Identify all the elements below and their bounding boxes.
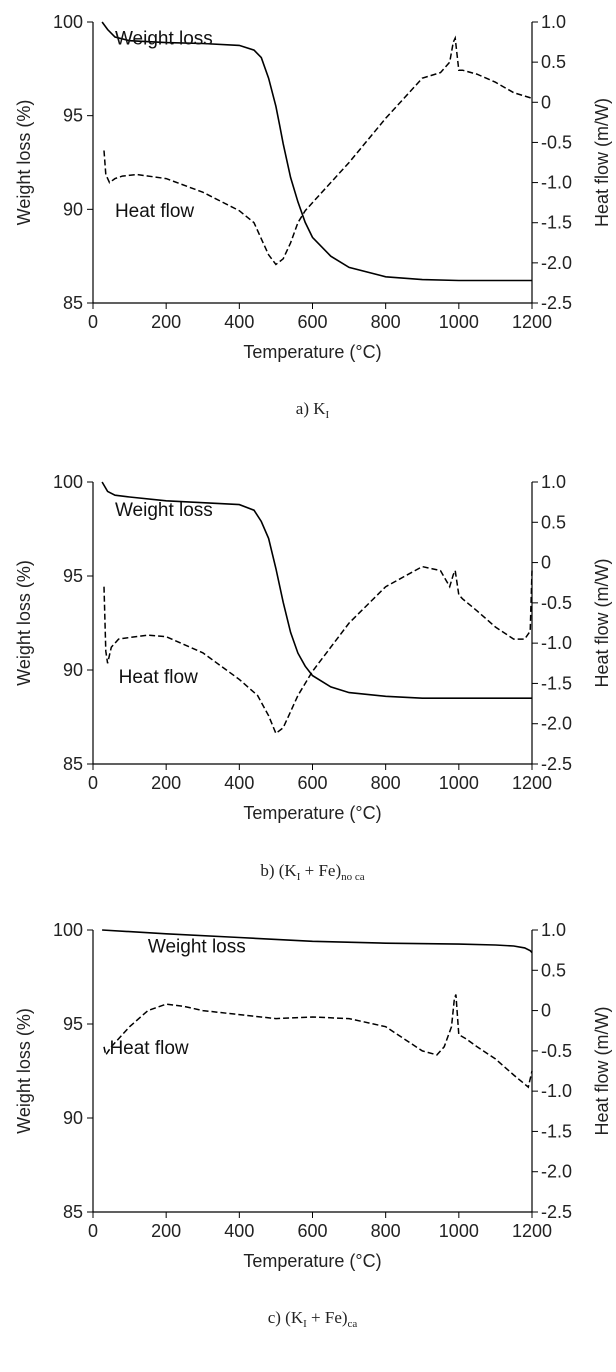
y2-tick-label: 0.5 — [541, 52, 566, 72]
y-tick-label: 90 — [63, 199, 83, 219]
y2-tick-label: -1.5 — [541, 673, 572, 693]
x-tick-label: 1000 — [439, 1221, 479, 1241]
heat-flow-line — [103, 565, 533, 735]
y2-tick-label: -2.5 — [541, 754, 572, 774]
y-tick-label: 85 — [63, 1202, 83, 1222]
chart-panel-c: 0 200 400 600 800 1000 1200 85 90 95 100 -2.5 -2.0 -1… — [14, 920, 612, 1330]
y-tick-label: 90 — [63, 660, 83, 680]
x-tick-label: 1000 — [439, 773, 479, 793]
series-annotation: Weight loss — [148, 937, 246, 958]
series-annotation: Heat flow — [119, 667, 198, 688]
x-axis-label: Temperature (°C) — [243, 1251, 381, 1271]
heat-flow-line — [103, 994, 533, 1089]
chart-panel-a: 0 200 400 600 800 1000 1200 85 90 95 100 -2.5 -2.0 -1… — [14, 12, 612, 421]
y-tick-label: 95 — [63, 566, 83, 586]
series-annotation: Heat flow — [115, 201, 194, 222]
y-tick-label: 100 — [53, 920, 83, 940]
y2-axis-label: Heat flow (m/W) — [592, 98, 612, 227]
y2-tick-label: -2.0 — [541, 714, 572, 734]
y2-tick-label: -2.5 — [541, 1202, 572, 1222]
weight-loss-line — [102, 929, 533, 954]
y2-tick-label: 1.0 — [541, 12, 566, 32]
y2-tick-label: -0.5 — [541, 1041, 572, 1061]
panel-caption: b) (KI + Fe)no ca — [260, 861, 364, 883]
x-tick-label: 1200 — [512, 1221, 552, 1241]
weight-loss-line — [101, 481, 532, 700]
x-tick-label: 800 — [371, 773, 401, 793]
y-tick-label: 100 — [53, 472, 83, 492]
x-tick-label: 200 — [151, 1221, 181, 1241]
y-tick-label: 90 — [63, 1108, 83, 1128]
y-axis-label: Weight loss (%) — [14, 1008, 34, 1134]
x-axis-label: Temperature (°C) — [243, 803, 381, 823]
y2-axis-label: Heat flow (m/W) — [592, 1006, 612, 1135]
y-tick-label: 85 — [63, 293, 83, 313]
y2-axis-label: Heat flow (m/W) — [592, 558, 612, 687]
y-axis-label: Weight loss (%) — [14, 560, 34, 686]
weight-loss-line — [101, 21, 532, 282]
x-tick-label: 600 — [297, 1221, 327, 1241]
x-tick-label: 200 — [151, 773, 181, 793]
series-annotation: Weight loss — [115, 500, 213, 521]
series-annotation: Weight loss — [115, 28, 213, 49]
y2-tick-label: 1.0 — [541, 472, 566, 492]
y-tick-label: 100 — [53, 12, 83, 32]
y2-tick-label: -1.5 — [541, 213, 572, 233]
x-axis-label: Temperature (°C) — [243, 342, 381, 362]
y-tick-label: 95 — [63, 106, 83, 126]
panel-caption: a) KI — [296, 399, 330, 421]
series-annotation: Heat flow — [109, 1038, 188, 1059]
panel-caption: c) (KI + Fe)ca — [268, 1308, 358, 1330]
x-tick-label: 1000 — [439, 312, 479, 332]
x-tick-label: 800 — [371, 312, 401, 332]
y2-tick-label: -0.5 — [541, 593, 572, 613]
x-tick-label: 1200 — [512, 312, 552, 332]
y2-tick-label: 0 — [541, 92, 551, 112]
x-tick-label: 600 — [297, 773, 327, 793]
x-tick-label: 400 — [224, 312, 254, 332]
y-tick-label: 95 — [63, 1014, 83, 1034]
x-tick-label: 400 — [224, 1221, 254, 1241]
x-tick-label: 200 — [151, 312, 181, 332]
y2-tick-label: 0 — [541, 553, 551, 573]
y-axis-label: Weight loss (%) — [14, 100, 34, 226]
y2-tick-label: -1.0 — [541, 1081, 572, 1101]
x-tick-label: 1200 — [512, 773, 552, 793]
x-tick-label: 600 — [297, 312, 327, 332]
y2-tick-label: -1.0 — [541, 173, 572, 193]
y2-tick-label: 1.0 — [541, 920, 566, 940]
y2-tick-label: -1.0 — [541, 633, 572, 653]
y2-tick-label: -2.0 — [541, 1162, 572, 1182]
chart-panel-b: 0 200 400 600 800 1000 1200 85 90 95 100 -2.5 -2.0 -1… — [14, 472, 612, 883]
y2-tick-label: -2.5 — [541, 293, 572, 313]
x-tick-label: 0 — [88, 773, 98, 793]
y2-tick-label: 0 — [541, 1001, 551, 1021]
heat-flow-line — [103, 35, 533, 266]
y2-tick-label: 0.5 — [541, 960, 566, 980]
x-tick-label: 0 — [88, 1221, 98, 1241]
x-tick-label: 0 — [88, 312, 98, 332]
y2-tick-label: -0.5 — [541, 132, 572, 152]
x-tick-label: 800 — [371, 1221, 401, 1241]
y2-tick-label: -1.5 — [541, 1121, 572, 1141]
x-tick-label: 400 — [224, 773, 254, 793]
y2-tick-label: -2.0 — [541, 253, 572, 273]
y2-tick-label: 0.5 — [541, 512, 566, 532]
y-tick-label: 85 — [63, 754, 83, 774]
